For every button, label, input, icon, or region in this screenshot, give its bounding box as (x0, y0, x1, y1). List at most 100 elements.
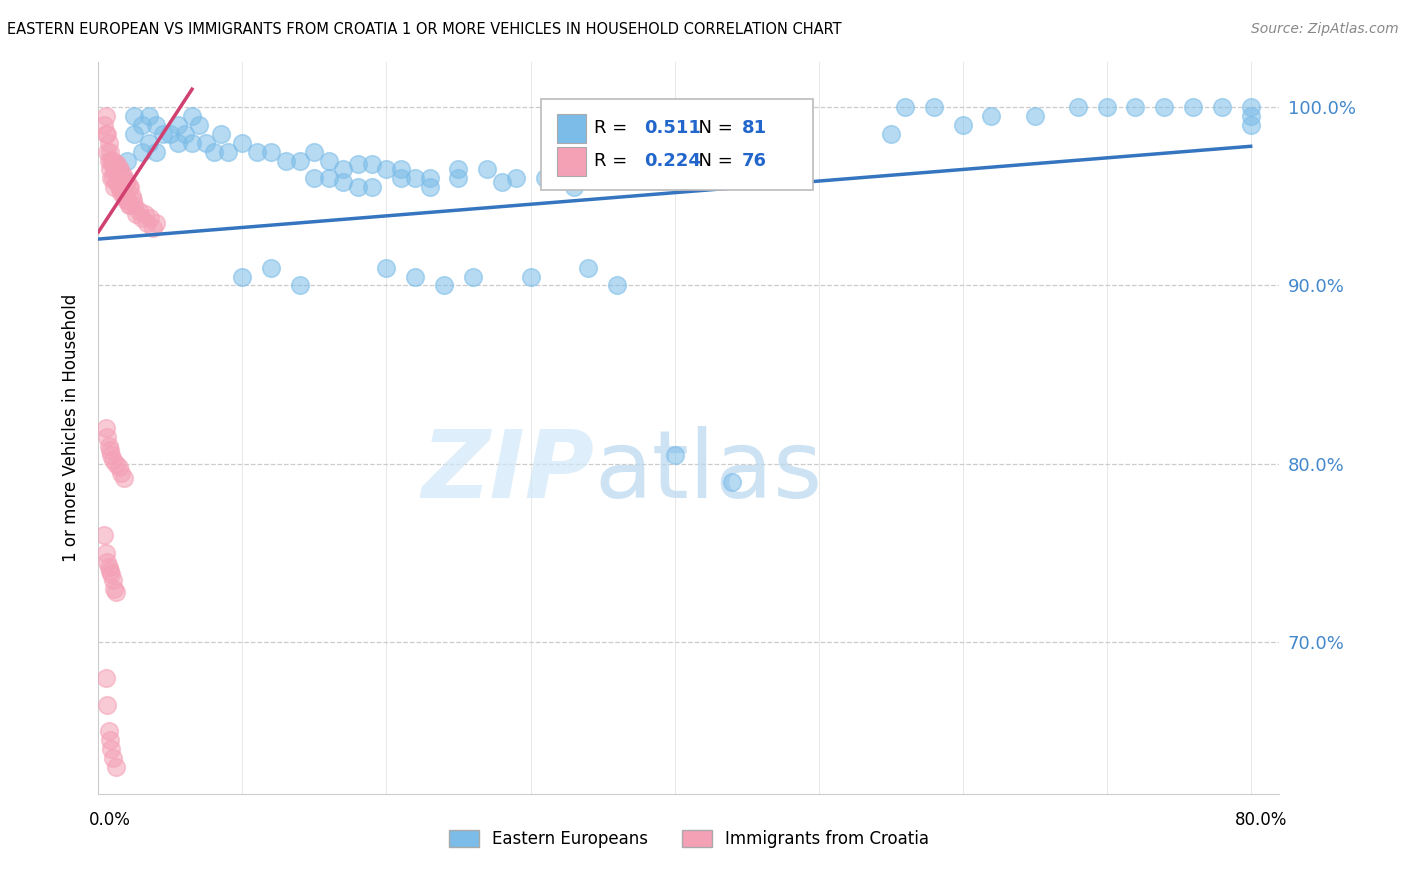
Point (375, 162, 398, 177)
Point (1240, 100, 1263, 114)
Point (879, 127, 901, 141)
Point (491, 175, 513, 189)
Point (96, 430, 118, 444)
Point (124, 198, 146, 212)
Point (94, 421, 117, 435)
Point (98, 145, 121, 159)
Point (107, 460, 129, 475)
Point (100, 448, 122, 462)
Text: 76: 76 (742, 153, 768, 170)
Point (104, 457, 127, 471)
Point (98, 442, 121, 457)
Point (894, 100, 917, 114)
Point (107, 180, 129, 194)
Point (1095, 100, 1118, 114)
Text: N =: N = (686, 120, 738, 137)
Point (318, 153, 340, 168)
Point (1024, 109, 1046, 123)
Point (181, 109, 204, 123)
Point (118, 198, 141, 212)
Point (145, 216, 167, 230)
Point (274, 153, 297, 168)
FancyBboxPatch shape (557, 146, 586, 176)
Text: 0.224: 0.224 (644, 153, 702, 170)
Point (108, 180, 131, 194)
Point (361, 157, 384, 171)
Point (304, 171, 326, 186)
Point (104, 157, 127, 171)
FancyBboxPatch shape (541, 99, 813, 191)
Point (131, 145, 153, 159)
Point (110, 466, 132, 480)
Text: R =: R = (595, 120, 634, 137)
Point (94, 127, 117, 141)
Point (692, 153, 714, 168)
Point (181, 136, 204, 150)
Point (100, 153, 122, 168)
Point (98, 733, 121, 747)
Point (779, 136, 801, 150)
Point (166, 118, 188, 132)
Point (96, 555, 118, 569)
Point (104, 760, 127, 774)
Point (375, 260, 398, 275)
Point (134, 207, 156, 221)
Point (100, 567, 122, 582)
Point (108, 162, 131, 177)
Point (142, 221, 165, 235)
Point (980, 109, 1002, 123)
Point (246, 145, 269, 159)
Point (98, 564, 121, 578)
Point (346, 180, 368, 194)
Point (505, 171, 527, 186)
Point (96, 698, 118, 712)
Point (97, 724, 120, 739)
Point (93, 118, 115, 132)
Point (138, 136, 160, 150)
Text: Source: ZipAtlas.com: Source: ZipAtlas.com (1251, 22, 1399, 37)
Point (952, 118, 974, 132)
Point (115, 193, 138, 207)
FancyBboxPatch shape (557, 113, 586, 143)
Point (104, 175, 127, 189)
Point (404, 171, 426, 186)
Point (173, 127, 195, 141)
Point (519, 269, 541, 284)
Text: 81: 81 (742, 120, 768, 137)
Point (111, 186, 134, 200)
Point (922, 100, 945, 114)
Point (94, 671, 117, 685)
Point (419, 171, 441, 186)
Point (104, 585, 127, 599)
Point (664, 448, 686, 462)
Point (122, 193, 145, 207)
Point (131, 118, 153, 132)
Point (1125, 100, 1147, 114)
Point (112, 189, 135, 203)
Text: 0.511: 0.511 (644, 120, 702, 137)
Point (101, 751, 124, 765)
Text: atlas: atlas (595, 426, 823, 518)
Text: EASTERN EUROPEAN VS IMMIGRANTS FROM CROATIA 1 OR MORE VEHICLES IN HOUSEHOLD CORR: EASTERN EUROPEAN VS IMMIGRANTS FROM CROA… (7, 22, 842, 37)
Point (332, 175, 354, 189)
Point (288, 153, 311, 168)
Text: 0.0%: 0.0% (89, 811, 131, 829)
Point (124, 109, 146, 123)
Text: N =: N = (686, 153, 738, 170)
Point (1182, 100, 1205, 114)
Point (100, 742, 122, 756)
Point (97, 136, 120, 150)
Point (721, 475, 744, 489)
Point (103, 162, 125, 177)
Point (209, 127, 232, 141)
Point (98, 162, 121, 177)
Point (93, 528, 115, 542)
Point (110, 186, 132, 200)
Point (634, 153, 657, 168)
Point (1211, 100, 1233, 114)
Point (195, 136, 218, 150)
Point (145, 145, 167, 159)
Point (576, 260, 599, 275)
Point (124, 127, 146, 141)
Y-axis label: 1 or more Vehicles in Household: 1 or more Vehicles in Household (62, 294, 80, 562)
